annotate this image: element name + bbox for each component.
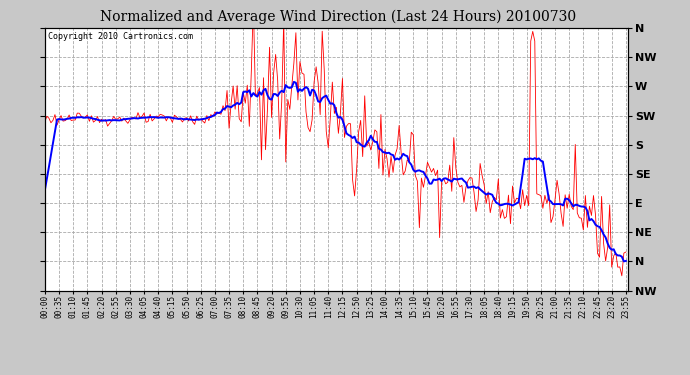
- Text: Normalized and Average Wind Direction (Last 24 Hours) 20100730: Normalized and Average Wind Direction (L…: [100, 9, 576, 24]
- Text: Copyright 2010 Cartronics.com: Copyright 2010 Cartronics.com: [48, 32, 193, 41]
